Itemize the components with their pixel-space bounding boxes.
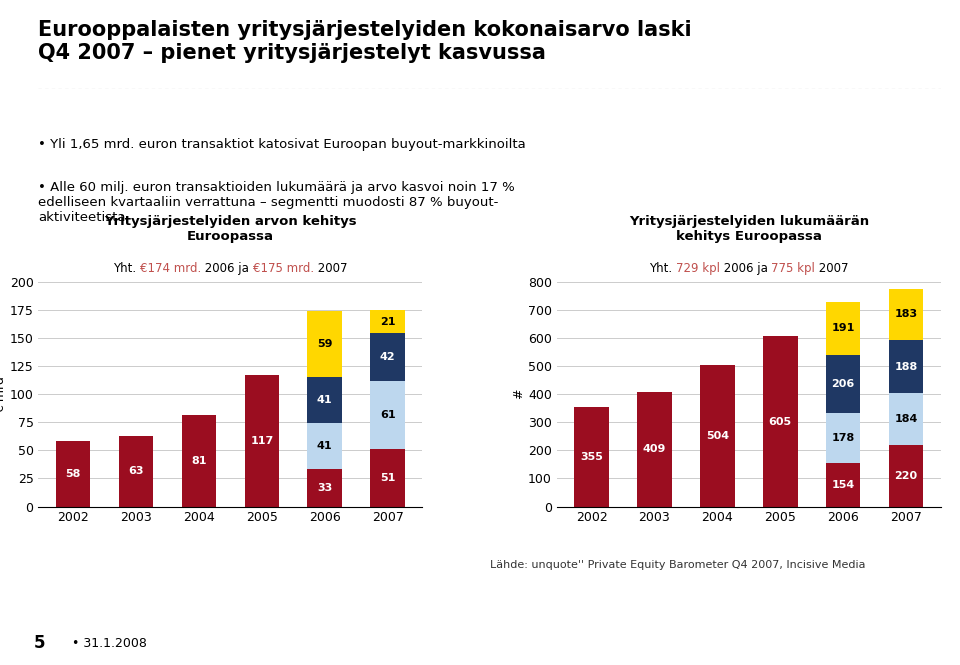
- Text: Yht.: Yht.: [113, 262, 140, 275]
- Y-axis label: € mrd: € mrd: [0, 376, 7, 412]
- Bar: [181, 416, 216, 507]
- Bar: [763, 336, 798, 507]
- Text: CapMan: CapMan: [848, 634, 924, 652]
- Text: 206: 206: [831, 379, 854, 389]
- Text: 63: 63: [129, 466, 144, 476]
- Bar: [826, 355, 860, 413]
- Text: 2006 ja: 2006 ja: [202, 262, 253, 275]
- Text: 41: 41: [317, 395, 332, 405]
- Text: • Alle 60 milj. euron transaktioiden lukumäärä ja arvo kasvoi noin 17 %
edellise: • Alle 60 milj. euron transaktioiden luk…: [38, 181, 516, 223]
- Text: 605: 605: [769, 416, 792, 426]
- Bar: [307, 469, 342, 507]
- Text: 191: 191: [831, 323, 854, 333]
- Bar: [826, 413, 860, 464]
- Text: 59: 59: [317, 339, 332, 349]
- Text: 188: 188: [895, 362, 918, 372]
- Text: 81: 81: [191, 456, 206, 466]
- Text: 178: 178: [831, 434, 854, 444]
- Text: 409: 409: [643, 444, 666, 454]
- Text: 51: 51: [380, 473, 396, 483]
- Title: Yritysjärjestelyiden lukumäärän
kehitys Euroopassa: Yritysjärjestelyiden lukumäärän kehitys …: [629, 215, 869, 243]
- Text: 220: 220: [895, 471, 918, 481]
- Bar: [574, 407, 609, 507]
- Text: 184: 184: [895, 414, 918, 424]
- Bar: [245, 375, 279, 507]
- Text: 183: 183: [895, 309, 918, 319]
- Text: 729 kpl: 729 kpl: [676, 262, 720, 275]
- Text: Eurooppalaisten yritysjärjestelyiden kokonaisarvo laski
Q4 2007 – pienet yritysj: Eurooppalaisten yritysjärjestelyiden kok…: [38, 20, 692, 63]
- Text: €175 mrd.: €175 mrd.: [253, 262, 314, 275]
- Y-axis label: #: #: [513, 389, 525, 400]
- Text: • Yli 1,65 mrd. euron transaktiot katosivat Euroopan buyout-markkinoilta: • Yli 1,65 mrd. euron transaktiot katosi…: [38, 138, 526, 151]
- Bar: [637, 392, 672, 507]
- Bar: [826, 464, 860, 507]
- Bar: [307, 377, 342, 424]
- Text: 61: 61: [380, 410, 396, 420]
- Bar: [307, 424, 342, 469]
- Text: 2007: 2007: [815, 262, 849, 275]
- Bar: [826, 302, 860, 355]
- Text: 33: 33: [317, 483, 332, 493]
- Bar: [371, 380, 405, 450]
- Bar: [119, 436, 154, 507]
- Text: 41: 41: [317, 442, 332, 452]
- Text: 117: 117: [251, 436, 274, 446]
- Text: 2006 ja: 2006 ja: [720, 262, 772, 275]
- Text: 21: 21: [380, 317, 396, 327]
- Text: €174 mrd.: €174 mrd.: [140, 262, 202, 275]
- Text: 504: 504: [706, 431, 729, 441]
- Text: 2007: 2007: [314, 262, 348, 275]
- Bar: [889, 393, 924, 445]
- Text: Lähde: unquote'' Private Equity Barometer Q4 2007, Incisive Media: Lähde: unquote'' Private Equity Baromete…: [490, 559, 865, 569]
- Bar: [371, 310, 405, 333]
- Bar: [889, 340, 924, 393]
- Bar: [889, 445, 924, 507]
- Text: 42: 42: [380, 352, 396, 362]
- Text: 5: 5: [34, 634, 45, 652]
- Text: 775 kpl: 775 kpl: [772, 262, 815, 275]
- Bar: [889, 289, 924, 340]
- Bar: [307, 311, 342, 377]
- Text: 355: 355: [580, 452, 603, 462]
- Text: Yht.: Yht.: [649, 262, 676, 275]
- Bar: [700, 365, 734, 507]
- Text: • 31.1.2008: • 31.1.2008: [72, 637, 147, 650]
- Text: 154: 154: [831, 480, 854, 490]
- Bar: [56, 442, 90, 507]
- Text: 58: 58: [65, 469, 81, 479]
- Title: Yritysjärjestelyiden arvon kehitys
Euroopassa: Yritysjärjestelyiden arvon kehitys Euroo…: [104, 215, 357, 243]
- Bar: [371, 333, 405, 380]
- Bar: [371, 450, 405, 507]
